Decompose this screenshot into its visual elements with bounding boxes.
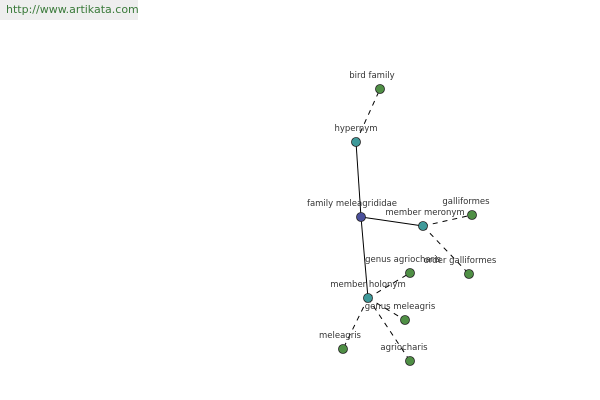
node[interactable] [467,210,477,220]
edge [360,216,424,227]
edge-dashed [367,297,411,362]
node-label[interactable]: member holonym [330,280,405,290]
edge [355,141,362,218]
node-label[interactable]: genus agriocharis [365,255,441,265]
node[interactable] [464,269,474,279]
node-label[interactable]: family meleagrididae [307,199,397,209]
node[interactable] [363,293,373,303]
node-label[interactable]: hypernym [334,124,377,134]
node-label[interactable]: member meronym [385,208,464,218]
node-label[interactable]: galliformes [442,197,490,207]
edge-dashed [422,214,473,227]
edge-dashed [422,225,470,275]
node[interactable] [375,84,385,94]
node-label[interactable]: meleagris [319,331,362,341]
node[interactable] [356,212,366,222]
edge-dashed [367,297,406,321]
node-label[interactable]: order galliformes [424,256,497,266]
node-label[interactable]: genus meleagris [365,302,436,312]
node[interactable] [418,221,428,231]
edge [360,216,369,299]
site-url[interactable]: http://www.artikata.com [0,0,139,20]
edge-dashed [367,272,411,299]
node[interactable] [405,356,415,366]
node[interactable] [351,137,361,147]
node[interactable] [400,315,410,325]
node-label[interactable]: agriocharis [380,343,428,353]
edge-dashed [355,88,381,143]
node-label[interactable]: bird family [349,71,394,81]
node[interactable] [405,268,415,278]
node[interactable] [338,344,348,354]
